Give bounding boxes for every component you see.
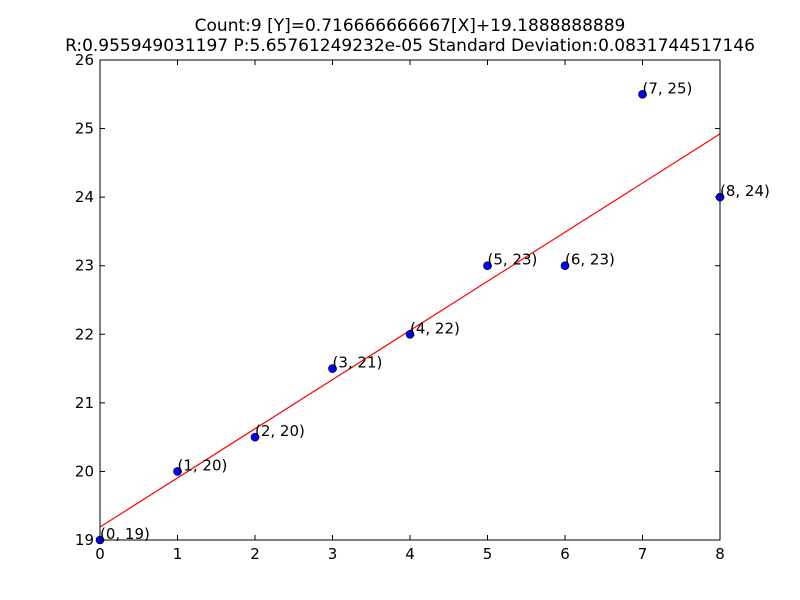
y-tick-label: 25 — [75, 120, 94, 138]
data-point-label: (1, 20) — [178, 456, 228, 474]
y-tick-label: 19 — [75, 531, 94, 549]
data-point-label: (4, 22) — [410, 319, 460, 337]
plot-frame — [99, 59, 721, 541]
x-tick-label: 3 — [328, 545, 338, 563]
x-tick-label: 7 — [638, 545, 648, 563]
x-tick-label: 1 — [173, 545, 183, 563]
x-tick-label: 4 — [405, 545, 415, 563]
y-tick-label: 26 — [75, 51, 94, 69]
data-point — [405, 329, 415, 339]
y-tick-label: 22 — [75, 325, 94, 343]
data-point — [250, 432, 260, 442]
x-tick-label: 0 — [95, 545, 105, 563]
y-tick-label: 23 — [75, 257, 94, 275]
y-tick-label: 20 — [75, 462, 94, 480]
x-tick-label: 8 — [715, 545, 725, 563]
data-point-label: (0, 19) — [100, 525, 150, 543]
data-point — [560, 261, 570, 271]
data-point — [173, 467, 182, 476]
y-tick-label: 21 — [75, 394, 94, 412]
x-tick-label: 5 — [483, 545, 493, 563]
chart-subtitle: R:0.955949031197 P:5.65761249232e-05 Sta… — [65, 36, 755, 56]
data-point-label: (8, 24) — [720, 182, 770, 200]
data-point — [328, 364, 337, 373]
chart-title: Count:9 [Y]=0.716666666667[X]+19.1888888… — [195, 16, 626, 36]
data-point — [483, 261, 492, 271]
data-point-label: (7, 25) — [643, 79, 693, 97]
data-point-label: (6, 23) — [565, 251, 615, 269]
data-point — [638, 89, 647, 99]
y-tick-label: 24 — [75, 188, 94, 206]
data-point-label: (3, 21) — [333, 354, 383, 372]
x-tick-label: 6 — [560, 545, 570, 563]
data-point-label: (2, 20) — [255, 422, 305, 440]
x-tick-label: 2 — [250, 545, 260, 563]
data-point-label: (5, 23) — [488, 251, 538, 269]
